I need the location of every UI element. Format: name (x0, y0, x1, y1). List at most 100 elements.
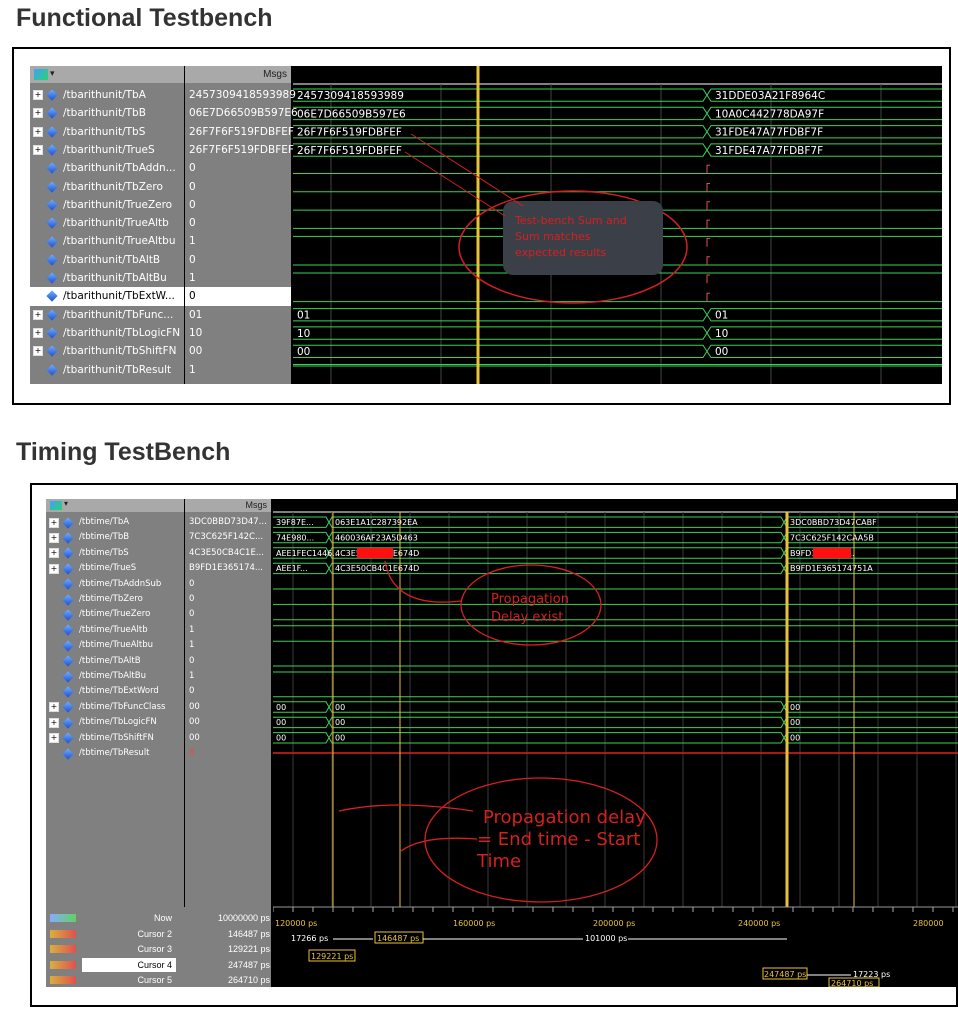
signal-row[interactable]: + /tbtime/TbLogicFN (46, 715, 184, 730)
cursor-row[interactable]: Cursor 5 264710 ps (46, 973, 271, 987)
cursor-tag (828, 977, 880, 987)
signal-row[interactable]: /tbarithunit/TrueAltb (30, 214, 184, 232)
expand-icon[interactable]: + (49, 733, 59, 744)
signal-name: /tbtime/TbLogicFN (79, 717, 157, 728)
delay-highlight (357, 547, 393, 559)
annotation-text: Propagation (491, 592, 569, 607)
signal-row[interactable]: /tbtime/TbZero (46, 592, 184, 607)
expand-icon[interactable]: + (33, 108, 43, 119)
glitch-mark (706, 237, 710, 247)
expand-icon[interactable]: + (33, 126, 43, 137)
expand-icon[interactable]: + (49, 533, 59, 544)
expand-icon[interactable]: + (33, 328, 43, 339)
expand-icon[interactable]: + (33, 145, 43, 156)
signal-name: /tbtime/TbAddnSub (79, 578, 162, 589)
bus-wave (273, 732, 958, 744)
signal-row[interactable]: /tbtime/TbAltBu (46, 669, 184, 684)
signal-diamond-icon (62, 732, 74, 744)
cursor-lock-icon[interactable] (50, 945, 76, 953)
functional-waveform-area[interactable]: 2457309418593989 31DDE03A21F8964C 06E7D665… (293, 66, 942, 384)
signal-row[interactable]: + /tbtime/TbS (46, 546, 184, 561)
signal-row[interactable]: /tbarithunit/TrueZero (30, 196, 184, 214)
signal-row[interactable]: /tbtime/TrueAltbu (46, 638, 184, 653)
signal-row[interactable]: /tbtime/TbAddnSub (46, 577, 184, 592)
annotation-text: Delay exist (491, 610, 563, 625)
cursor-row[interactable]: Cursor 4 247487 ps (46, 957, 271, 972)
signal-diamond-icon (46, 254, 58, 266)
signal-value: 0 (189, 180, 196, 193)
cursor-value: 264710 ps (227, 975, 270, 985)
expand-icon[interactable]: + (33, 309, 43, 320)
dropdown-arrow-icon[interactable]: ▾ (50, 68, 55, 78)
delta-label: 17266 ps (291, 934, 328, 943)
signal-row[interactable]: + /tbarithunit/TbShiftFN (30, 342, 184, 360)
expand-icon[interactable]: + (33, 90, 43, 101)
signal-name: /tbtime/TrueAltbu (79, 640, 154, 651)
glitch-mark (706, 201, 710, 211)
bus-value-label: 4C3E50CB4C1E674D (335, 564, 419, 573)
cursor-lock-icon[interactable] (50, 929, 76, 938)
cursor-row[interactable]: Cursor 2 146487 ps (46, 927, 271, 941)
dropdown-arrow-icon[interactable]: ▾ (64, 499, 69, 508)
cursor-lock-icon[interactable] (50, 960, 76, 969)
signal-diamond-icon (62, 547, 74, 560)
signal-row[interactable]: /tbarithunit/TrueAltbu (30, 232, 184, 250)
signal-row[interactable]: /tbarithunit/TbExtW... (30, 287, 184, 306)
timing-waveform-area[interactable]: 39F87E... 063E1A1C287392EA 3DC0BBD73D47CAB… (273, 499, 958, 987)
timing-title: Timing TestBench (16, 438, 231, 466)
expand-icon[interactable]: + (49, 517, 59, 528)
signal-row[interactable]: + /tbtime/TbB (46, 530, 184, 545)
wave-menu-icon[interactable] (50, 501, 62, 510)
signal-row[interactable]: /tbtime/TbAltB (46, 654, 184, 669)
cursor-row[interactable]: Now 10000000 ps (46, 911, 271, 925)
annotation-text: = End time - Start (477, 829, 640, 850)
cursor-tag-label: 264710 ps (831, 979, 873, 987)
signal-row[interactable]: + /tbtime/TbFuncClass (46, 700, 184, 715)
wave-menu-icon[interactable] (34, 69, 48, 80)
signal-row[interactable]: + /tbarithunit/TbFunc... (30, 306, 184, 324)
signal-row[interactable]: /tbtime/TrueZero (46, 607, 184, 622)
signal-value: 00 (189, 345, 203, 358)
signal-row[interactable]: + /tbarithunit/TbS (30, 123, 184, 141)
annotation-arrow (384, 560, 462, 603)
functional-wave-window: ▾ + /tbarithunit/TbA + /tbarithunit/TbB + /tb… (30, 66, 942, 384)
signal-row[interactable]: /tbtime/TbResult (46, 746, 184, 761)
signal-diamond-icon (62, 578, 74, 590)
delay-highlight (813, 547, 851, 559)
signal-row[interactable]: /tbarithunit/TbResult (30, 361, 184, 379)
signal-row[interactable]: /tbarithunit/TbAddn... (30, 159, 184, 177)
cursor-row[interactable]: Cursor 3 129221 ps (46, 942, 271, 956)
signal-row[interactable]: + /tbtime/TrueS (46, 561, 184, 576)
signal-row[interactable]: /tbtime/TbExtWord (46, 684, 184, 699)
signal-row[interactable]: + /tbarithunit/TbB (30, 104, 184, 122)
bus-value-label: 74E980... (276, 533, 314, 542)
signal-row[interactable]: /tbarithunit/TbZero (30, 178, 184, 196)
signal-row[interactable]: + /tbarithunit/TrueS (30, 141, 184, 159)
expand-icon[interactable]: + (33, 346, 43, 357)
signal-row[interactable]: /tbarithunit/TbAltBu (30, 269, 184, 287)
bus-value-label: 00 (276, 718, 286, 727)
expand-icon[interactable]: + (49, 702, 59, 713)
bus-value-label: 00 (335, 718, 345, 727)
bus-value-label: 00 (790, 718, 800, 727)
signal-name: /tbtime/TrueZero (79, 609, 151, 620)
expand-icon[interactable]: + (49, 563, 59, 574)
signal-row[interactable]: /tbarithunit/TbAltB (30, 251, 184, 269)
cursor-lock-icon[interactable] (50, 976, 76, 984)
signal-name: /tbarithunit/TbFunc... (63, 308, 174, 321)
signal-row[interactable]: /tbtime/TrueAltb (46, 623, 184, 638)
bus-value-label: 00 (715, 346, 728, 358)
expand-icon[interactable]: + (49, 717, 59, 728)
signal-name: /tbarithunit/TbA (63, 89, 146, 101)
signal-row[interactable]: + /tbtime/TbShiftFN (46, 731, 184, 746)
cursor-list: Now 10000000 ps Cursor 2 146487 ps Cursor 3 1… (46, 907, 271, 987)
bus-value-label: 00 (297, 346, 310, 358)
now-icon[interactable] (50, 914, 76, 922)
signal-row[interactable]: + /tbarithunit/TbA (30, 86, 184, 104)
signal-row[interactable]: + /tbarithunit/TbLogicFN (30, 324, 184, 342)
cursor-tag-label: 129221 ps (311, 952, 353, 961)
annotation-text: Sum matches (515, 230, 591, 243)
expand-icon[interactable]: + (49, 548, 59, 559)
bus-value-label: 31FDE47A77FDBF7F (715, 145, 823, 157)
signal-row[interactable]: + /tbtime/TbA (46, 515, 184, 530)
